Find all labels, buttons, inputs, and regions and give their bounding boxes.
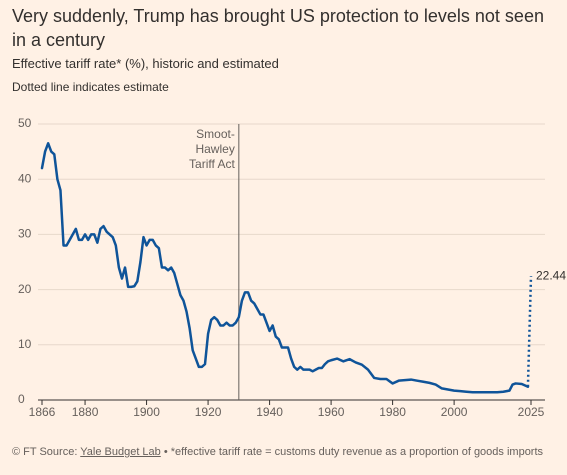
footer: © FT Source: Yale Budget Lab • *effectiv… — [12, 446, 543, 458]
separator: • — [163, 446, 168, 458]
y-tick-label: 0 — [18, 392, 25, 406]
y-tick-label: 20 — [18, 282, 32, 296]
x-tick-label: 2000 — [441, 405, 468, 419]
x-tick-label: 1880 — [72, 405, 99, 419]
chart-subtitle: Effective tariff rate* (%), historic and… — [12, 56, 279, 71]
value-label: 22.44 — [536, 268, 566, 282]
x-tick-label: 1940 — [256, 405, 283, 419]
y-tick-label: 40 — [18, 171, 32, 185]
y-tick-label: 30 — [18, 227, 32, 241]
x-tick-label: 1980 — [379, 405, 406, 419]
x-tick-label: 2025 — [518, 405, 545, 419]
annotation-text: Hawley — [195, 142, 234, 156]
annotation-text: Smoot- — [196, 127, 235, 141]
copyright: © FT — [12, 446, 37, 458]
x-tick-label: 1960 — [318, 405, 345, 419]
x-tick-label: 1866 — [29, 405, 56, 419]
footnote: *effective tariff rate = customs duty re… — [170, 446, 544, 458]
source-label: Source: — [39, 446, 78, 458]
y-tick-label: 50 — [18, 116, 32, 130]
x-tick-label: 1920 — [195, 405, 222, 419]
line-series — [40, 142, 530, 394]
source-link[interactable]: Yale Budget Lab — [80, 446, 161, 458]
x-tick-label: 1900 — [133, 405, 160, 419]
line-series — [526, 276, 533, 387]
annotation-text: Tariff Act — [189, 157, 235, 171]
chart: 0 10 20 30 40 50 1866 1880 1900 1920 1940 1960 1980 2… — [18, 116, 566, 419]
chart-note: Dotted line indicates estimate — [12, 80, 169, 94]
y-tick-label: 10 — [18, 337, 32, 351]
chart-title: Very suddenly, Trump has brought US prot… — [12, 6, 544, 50]
